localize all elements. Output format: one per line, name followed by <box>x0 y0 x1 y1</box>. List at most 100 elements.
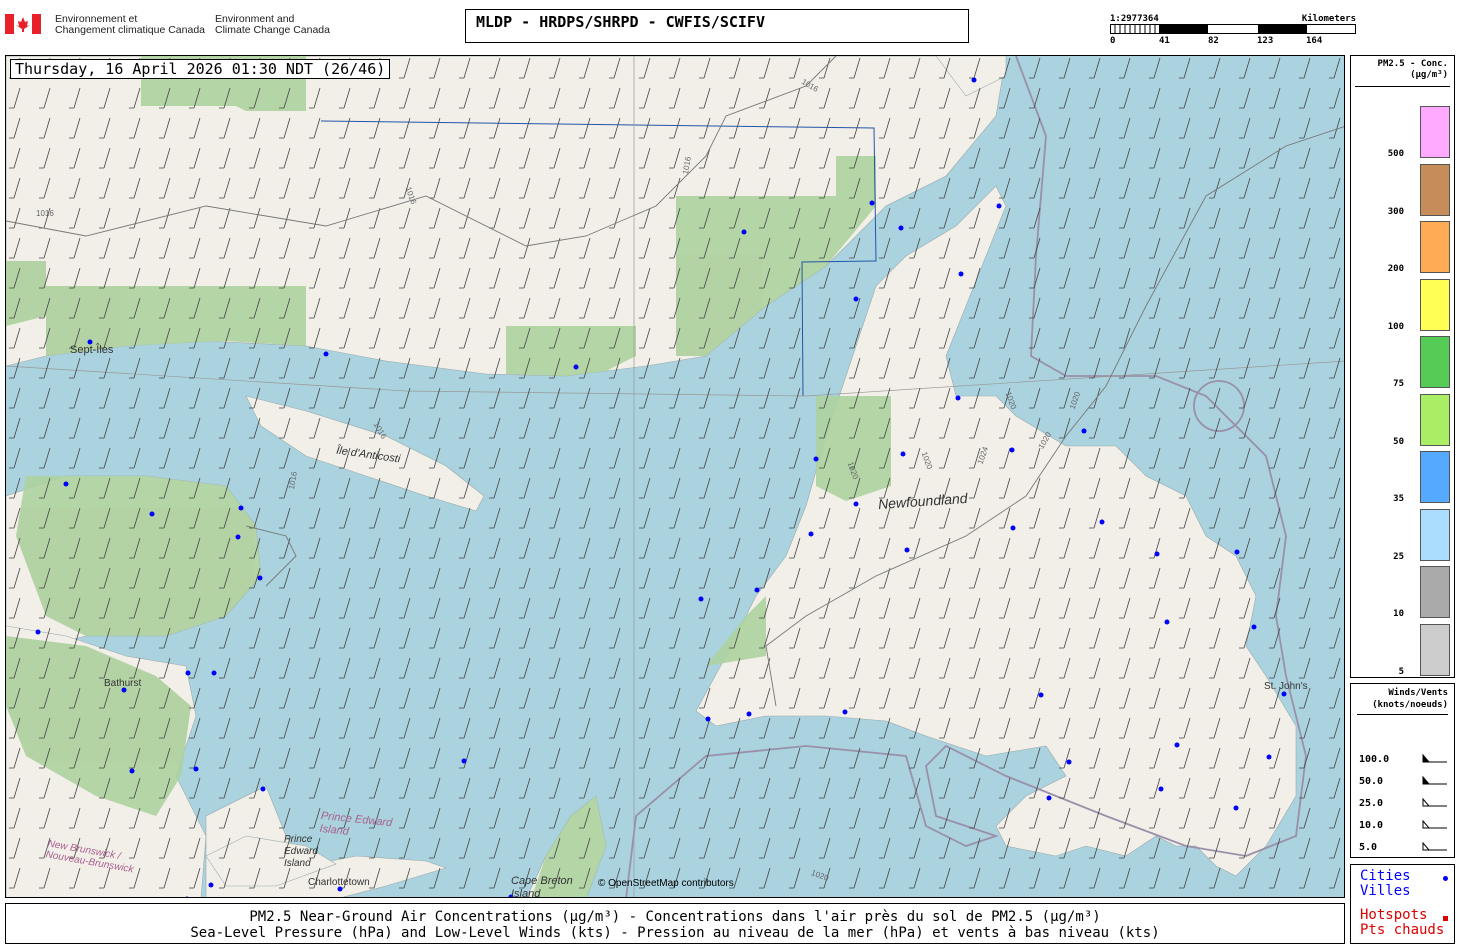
wind-barb <box>1239 177 1251 199</box>
city-marker[interactable] <box>971 77 977 83</box>
city-marker[interactable] <box>87 339 93 345</box>
city-marker[interactable] <box>63 481 69 487</box>
city-marker[interactable] <box>842 709 848 715</box>
wind-barb <box>219 267 231 289</box>
wind-barb <box>69 807 81 829</box>
city-marker[interactable] <box>1233 805 1239 811</box>
wind-barb <box>609 57 621 79</box>
city-marker[interactable] <box>1081 428 1087 434</box>
city-marker[interactable] <box>904 547 910 553</box>
wind-barb <box>759 867 771 889</box>
city-marker[interactable] <box>898 225 904 231</box>
city-marker[interactable] <box>1046 795 1052 801</box>
wind-barb <box>849 357 861 379</box>
city-marker[interactable] <box>211 670 217 676</box>
hotspots-label: Hotspots <box>1360 907 1428 923</box>
city-marker[interactable] <box>235 534 241 540</box>
wind-barb <box>579 87 591 109</box>
wind-barb <box>159 417 171 439</box>
wind-barb <box>189 867 201 889</box>
city-marker[interactable] <box>185 670 191 676</box>
wind-barb <box>9 447 21 469</box>
wind-barb <box>819 507 831 529</box>
city-marker[interactable] <box>1038 692 1044 698</box>
city-marker[interactable] <box>208 882 214 888</box>
wind-barb <box>1119 837 1131 859</box>
wind-barb <box>99 657 111 679</box>
city-marker[interactable] <box>754 587 760 593</box>
city-marker[interactable] <box>121 687 127 693</box>
legend-swatch <box>1420 623 1450 676</box>
wind-barb <box>1059 447 1071 469</box>
wind-barb <box>789 657 801 679</box>
city-marker[interactable] <box>741 229 747 235</box>
city-marker[interactable] <box>149 511 155 517</box>
city-marker[interactable] <box>746 711 752 717</box>
city-marker[interactable] <box>323 351 329 357</box>
city-marker[interactable] <box>257 575 263 581</box>
city-marker[interactable] <box>853 501 859 507</box>
caption-line2: Sea-Level Pressure (hPa) and Low-Level W… <box>190 925 1160 941</box>
city-marker[interactable] <box>958 271 964 277</box>
map-canvas[interactable]: Thursday, 16 April 2026 01:30 NDT (26/46… <box>5 55 1345 898</box>
city-marker[interactable] <box>573 364 579 370</box>
wind-barb <box>159 117 171 139</box>
wind-barb <box>789 387 801 409</box>
city-marker[interactable] <box>996 203 1002 209</box>
city-marker[interactable] <box>1234 549 1240 555</box>
city-marker[interactable] <box>955 395 961 401</box>
wind-barb <box>1149 807 1161 829</box>
city-marker[interactable] <box>813 456 819 462</box>
city-marker[interactable] <box>900 451 906 457</box>
city-marker[interactable] <box>337 886 343 892</box>
city-marker[interactable] <box>1266 754 1272 760</box>
city-marker[interactable] <box>1154 551 1160 557</box>
wind-barb <box>1029 267 1041 289</box>
city-marker[interactable] <box>1251 624 1257 630</box>
city-marker[interactable] <box>698 596 704 602</box>
wind-barb <box>1329 627 1341 649</box>
wind-barb <box>1089 117 1101 139</box>
city-marker[interactable] <box>129 768 135 774</box>
wind-barb <box>549 447 561 469</box>
wind-barb <box>639 267 651 289</box>
wind-barb <box>339 657 351 679</box>
wind-barb <box>999 507 1011 529</box>
city-marker[interactable] <box>238 505 244 511</box>
wind-barb <box>1119 117 1131 139</box>
city-marker[interactable] <box>808 531 814 537</box>
city-marker[interactable] <box>1066 759 1072 765</box>
city-marker[interactable] <box>853 296 859 302</box>
city-marker[interactable] <box>260 786 266 792</box>
osm-attribution[interactable]: © OpenStreetMap contributors <box>598 878 734 889</box>
city-marker[interactable] <box>185 896 190 899</box>
city-marker[interactable] <box>1164 619 1170 625</box>
wind-barb <box>279 567 291 589</box>
city-marker[interactable] <box>193 766 199 772</box>
city-marker[interactable] <box>1158 786 1164 792</box>
city-marker[interactable] <box>1009 447 1015 453</box>
wind-barb <box>849 597 861 619</box>
city-marker[interactable] <box>1010 525 1016 531</box>
wind-barb <box>489 597 501 619</box>
wind-barb <box>339 237 351 259</box>
wind-barb <box>489 387 501 409</box>
city-marker[interactable] <box>1174 742 1180 748</box>
wind-barb <box>129 447 141 469</box>
city-marker[interactable] <box>35 629 41 635</box>
city-marker[interactable] <box>461 758 467 764</box>
wind-barb <box>789 507 801 529</box>
wind-barb <box>1209 117 1221 139</box>
wind-barb <box>819 237 831 259</box>
city-marker[interactable] <box>1099 519 1105 525</box>
city-marker[interactable] <box>508 894 514 899</box>
city-marker[interactable] <box>869 200 875 206</box>
wind-barb <box>969 327 981 349</box>
city-marker[interactable] <box>1281 691 1287 697</box>
wind-speed-label: 100.0 <box>1359 754 1390 765</box>
wind-barb <box>669 417 681 439</box>
wind-barb <box>249 687 261 709</box>
city-marker[interactable] <box>705 716 711 722</box>
wind-barb <box>399 537 411 559</box>
wind-barb <box>429 867 441 889</box>
